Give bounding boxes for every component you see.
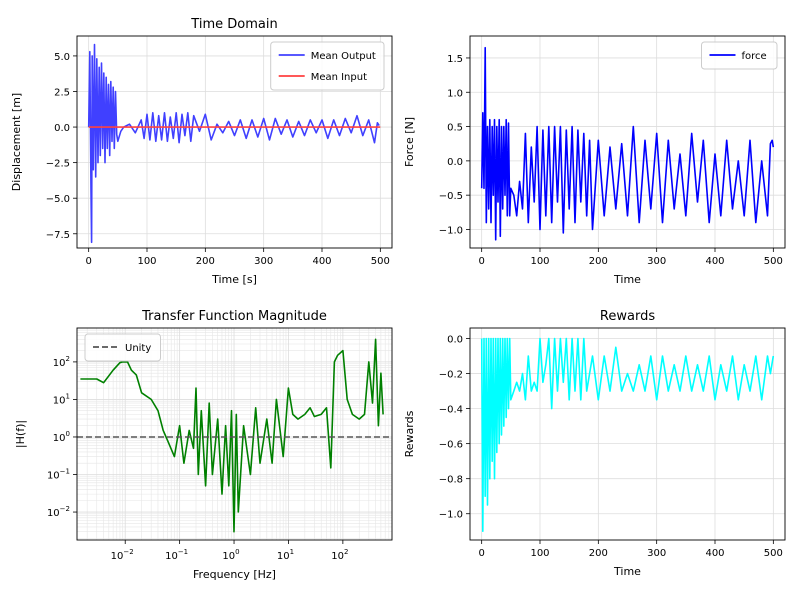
x-tick-label: 100 [137, 256, 156, 267]
y-tick-label: −1.0 [439, 225, 463, 236]
legend-box [270, 41, 385, 91]
legend-label: Mean Input [311, 72, 367, 83]
series-line-0 [480, 337, 775, 533]
x-tick-label: 200 [589, 548, 608, 559]
y-tick-label: 100 [53, 430, 70, 444]
x-tick-label: 400 [312, 256, 331, 267]
y-tick-label: 5.0 [54, 52, 70, 63]
chart-time: 0 100 200 300 400 500 −7.5 −5.0 −2.5 0.0 2.5 5.0 Tim… [10, 17, 393, 286]
x-tick-label: 10−2 [111, 548, 134, 562]
legend-label: Unity [125, 343, 151, 354]
x-tick-label: 400 [705, 256, 724, 267]
y-tick-label: 1.5 [447, 54, 463, 65]
y-tick-label: −0.6 [439, 440, 463, 451]
y-tick-label: −2.5 [46, 159, 70, 170]
x-tick-label: 10−1 [165, 548, 188, 562]
y-tick-label: −1.0 [439, 510, 463, 521]
y-tick-label: 10−1 [47, 468, 70, 482]
axes-frame [76, 327, 393, 541]
x-axis-label: Time [613, 565, 641, 578]
x-tick-label: 200 [196, 256, 215, 267]
y-tick-label: −7.5 [46, 230, 70, 241]
x-tick-label: 102 [331, 548, 348, 562]
y-tick-label: −0.5 [439, 191, 463, 202]
chart-rewards: 0 100 200 300 400 500 −1.0 −0.8 −0.6 −0.4 −0.2 0.0 R… [403, 309, 786, 578]
legend-box [84, 333, 161, 362]
y-tick-label: 101 [53, 392, 70, 406]
legend-label: force [742, 51, 767, 62]
x-tick-label: 101 [277, 548, 294, 562]
y-tick-label: 10−2 [47, 505, 70, 519]
axes-frame [469, 35, 786, 249]
x-tick-label: 500 [764, 548, 783, 559]
x-tick-label: 0 [85, 256, 91, 267]
chart-force: 0 100 200 300 400 500 −1.0 −0.5 0.0 0.5 1.0 1.5 Time… [403, 35, 786, 286]
y-tick-label: 0.0 [54, 123, 70, 134]
y-tick-label: 0.0 [447, 335, 463, 346]
y-axis-label: Force [N] [403, 117, 416, 167]
axes-frame [469, 327, 786, 541]
x-tick-label: 300 [647, 548, 666, 559]
x-tick-label: 300 [254, 256, 273, 267]
y-tick-label: −0.2 [439, 370, 463, 381]
axes-frame [76, 35, 393, 249]
y-axis-label: |H(f)| [14, 420, 27, 448]
legend-box [701, 41, 778, 70]
x-axis-label: Time [s] [211, 273, 257, 286]
chart-title: Time Domain [190, 17, 277, 32]
x-tick-label: 100 [530, 548, 549, 559]
x-axis-label: Frequency [Hz] [193, 568, 276, 581]
x-tick-label: 0 [478, 548, 484, 559]
x-axis-label: Time [613, 273, 641, 286]
y-axis-label: Displacement [m] [10, 93, 23, 191]
y-axis-label: Rewards [403, 410, 416, 457]
y-tick-label: 102 [53, 355, 70, 369]
series-line-0 [80, 338, 384, 533]
y-tick-label: 0.5 [447, 123, 463, 134]
x-tick-label: 100 [530, 256, 549, 267]
x-tick-label: 500 [371, 256, 390, 267]
x-tick-label: 200 [589, 256, 608, 267]
y-tick-label: −5.0 [46, 194, 70, 205]
y-tick-label: 0.0 [447, 157, 463, 168]
x-tick-label: 500 [764, 256, 783, 267]
x-tick-label: 400 [705, 548, 724, 559]
series-mean-output [87, 43, 380, 244]
y-tick-label: 2.5 [54, 87, 70, 98]
x-tick-label: 0 [478, 256, 484, 267]
x-tick-label: 100 [222, 548, 239, 562]
x-tick-label: 300 [647, 256, 666, 267]
series-force [480, 46, 775, 241]
chart-tf: 10−2 10−1 100 101 102 10−2 10−1 100 101 102 Transf… [14, 309, 393, 581]
chart-title: Rewards [600, 309, 655, 324]
legend-label: Mean Output [311, 51, 376, 62]
y-tick-label: −0.4 [439, 405, 463, 416]
y-tick-label: 1.0 [447, 88, 463, 99]
chart-title: Transfer Function Magnitude [141, 309, 327, 324]
y-tick-label: −0.8 [439, 475, 463, 486]
